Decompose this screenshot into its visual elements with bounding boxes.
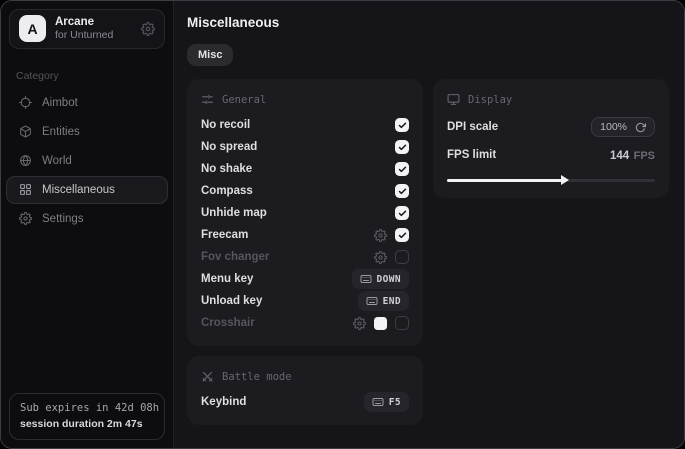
setting-row-crosshair: Crosshair bbox=[201, 312, 409, 334]
check-icon bbox=[398, 143, 407, 152]
sidebar-item-entities[interactable]: Entities bbox=[6, 118, 168, 146]
fps-limit-slider[interactable] bbox=[447, 174, 655, 186]
fps-unit: FPS bbox=[633, 150, 655, 162]
setting-row-no-recoil: No recoil bbox=[201, 114, 409, 136]
monitor-icon bbox=[447, 93, 460, 106]
app-name: Arcane bbox=[55, 16, 94, 28]
sub-expiry-text: Sub expires in 42d 08h bbox=[20, 402, 160, 414]
keyboard-icon bbox=[360, 273, 372, 285]
setting-row-no-spread: No spread bbox=[201, 136, 409, 158]
panel-title: General bbox=[222, 93, 267, 106]
subscription-status-box: Sub expires in 42d 08h session duration … bbox=[9, 393, 165, 440]
menu-key-binding[interactable]: DOWN bbox=[351, 269, 409, 289]
app-avatar: A bbox=[19, 15, 46, 43]
check-icon bbox=[398, 187, 407, 196]
cube-icon bbox=[19, 125, 32, 138]
sliders-icon bbox=[201, 93, 214, 106]
sidebar-item-label: Miscellaneous bbox=[42, 183, 115, 196]
check-icon bbox=[398, 165, 407, 174]
main-content: Miscellaneous Misc General No recoil No … bbox=[174, 1, 684, 448]
unload-key-binding[interactable]: END bbox=[357, 291, 409, 311]
freecam-checkbox[interactable] bbox=[395, 228, 409, 242]
sidebar-nav: Aimbot Entities World Miscellaneous Sett… bbox=[1, 89, 173, 233]
crosshair-gear-icon[interactable] bbox=[353, 317, 366, 330]
grid-icon bbox=[19, 183, 32, 196]
setting-row-menu-key: Menu key DOWN bbox=[201, 268, 409, 290]
compass-checkbox[interactable] bbox=[395, 184, 409, 198]
display-panel: Display DPI scale 100% FPS limit 144 FPS bbox=[433, 79, 669, 198]
battle-mode-panel: Battle mode Keybind F5 bbox=[187, 356, 423, 425]
setting-row-compass: Compass bbox=[201, 180, 409, 202]
sidebar-item-aimbot[interactable]: Aimbot bbox=[6, 89, 168, 117]
battle-keybind-binding[interactable]: F5 bbox=[363, 392, 409, 412]
tab-misc[interactable]: Misc bbox=[187, 44, 234, 66]
setting-row-no-shake: No shake bbox=[201, 158, 409, 180]
setting-row-fov-changer: Fov changer bbox=[201, 246, 409, 268]
fov-changer-checkbox[interactable] bbox=[395, 250, 409, 264]
sidebar-item-label: World bbox=[42, 154, 72, 167]
crosshair-icon bbox=[19, 96, 32, 109]
setting-row-freecam: Freecam bbox=[201, 224, 409, 246]
sidebar-item-label: Entities bbox=[42, 125, 80, 138]
no-spread-checkbox[interactable] bbox=[395, 140, 409, 154]
keyboard-icon bbox=[372, 396, 384, 408]
category-label: Category bbox=[16, 69, 59, 82]
fov-changer-gear-icon[interactable] bbox=[374, 251, 387, 264]
setting-row-fps-limit: FPS limit 144 FPS bbox=[447, 149, 655, 162]
sidebar-item-label: Aimbot bbox=[42, 96, 78, 109]
freecam-gear-icon[interactable] bbox=[374, 229, 387, 242]
panel-title: Display bbox=[468, 93, 513, 106]
no-recoil-checkbox[interactable] bbox=[395, 118, 409, 132]
header-gear-icon[interactable] bbox=[141, 22, 155, 36]
slider-thumb[interactable] bbox=[561, 175, 570, 185]
crosshair-color-swatch[interactable] bbox=[374, 316, 387, 330]
setting-row-keybind: Keybind F5 bbox=[201, 391, 409, 413]
sidebar-item-world[interactable]: World bbox=[6, 147, 168, 175]
page-title: Miscellaneous bbox=[187, 15, 280, 30]
setting-row-dpi-scale: DPI scale 100% bbox=[447, 114, 655, 140]
sidebar-item-settings[interactable]: Settings bbox=[6, 205, 168, 233]
panel-title: Battle mode bbox=[222, 370, 292, 383]
setting-row-unload-key: Unload key END bbox=[201, 290, 409, 312]
setting-row-unhide-map: Unhide map bbox=[201, 202, 409, 224]
no-shake-checkbox[interactable] bbox=[395, 162, 409, 176]
globe-icon bbox=[19, 154, 32, 167]
check-icon bbox=[398, 121, 407, 130]
slider-fill bbox=[447, 179, 564, 182]
check-icon bbox=[398, 231, 407, 240]
unhide-map-checkbox[interactable] bbox=[395, 206, 409, 220]
app-header-card: A Arcane for Unturned bbox=[9, 9, 165, 49]
crosshair-checkbox[interactable] bbox=[395, 316, 409, 330]
general-panel: General No recoil No spread No shake bbox=[187, 79, 423, 346]
sidebar: A Arcane for Unturned Category Aimbot En… bbox=[1, 1, 174, 448]
sidebar-item-miscellaneous[interactable]: Miscellaneous bbox=[6, 175, 168, 204]
app-subtitle: for Unturned bbox=[55, 29, 114, 42]
gear-icon bbox=[19, 212, 32, 225]
sidebar-item-label: Settings bbox=[42, 212, 84, 225]
session-duration-text: session duration 2m 47s bbox=[20, 418, 143, 430]
fps-value: 144 bbox=[609, 150, 630, 162]
keyboard-icon bbox=[366, 295, 378, 307]
rotate-cw-icon bbox=[635, 122, 646, 133]
check-icon bbox=[398, 209, 407, 218]
dpi-scale-selector[interactable]: 100% bbox=[591, 117, 655, 137]
swords-icon bbox=[201, 370, 214, 383]
